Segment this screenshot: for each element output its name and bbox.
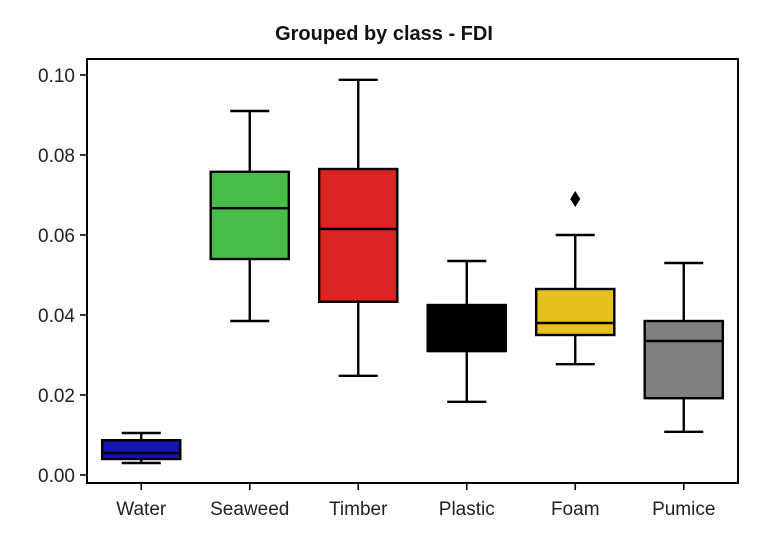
box-foam (534, 287, 616, 337)
x-tick-label: Foam (551, 499, 600, 520)
x-tick-label: Water (116, 499, 167, 520)
box-water (100, 439, 182, 461)
y-tick-label: 0.10 (38, 66, 75, 87)
box-pumice (643, 319, 725, 400)
plot-frame (86, 58, 739, 484)
box-timber (317, 167, 399, 304)
outlier-point (570, 191, 581, 207)
y-tick-label: 0.04 (38, 306, 75, 327)
y-tick-label: 0.00 (38, 466, 75, 487)
x-tick-label: Timber (329, 499, 388, 520)
plot-area: 0.00 0.02 0.04 0.06 0.08 0.10 Water Seaweed Timb… (38, 58, 739, 520)
box-seaweed (209, 170, 291, 261)
box-plastic (426, 303, 508, 353)
x-tick-label: Plastic (439, 499, 495, 520)
x-tick-label: Seaweed (210, 499, 289, 520)
y-tick-label: 0.08 (38, 146, 75, 167)
y-tick-label: 0.06 (38, 226, 75, 247)
y-tick-label: 0.02 (38, 386, 75, 407)
x-tick-label: Pumice (652, 499, 715, 520)
chart-title: Grouped by class - FDI (275, 23, 493, 45)
